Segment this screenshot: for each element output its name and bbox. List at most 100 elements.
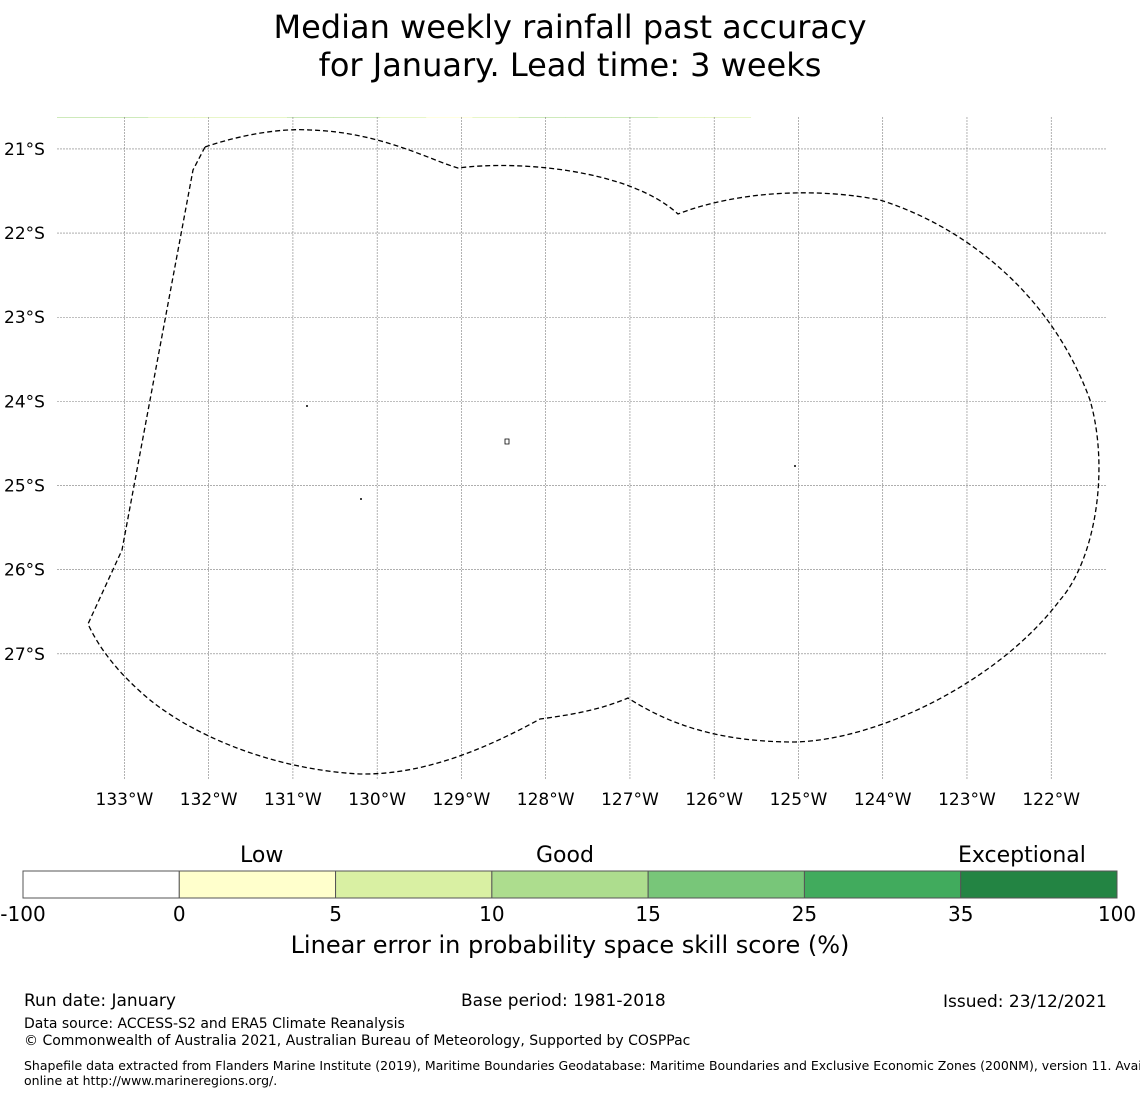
colorbar-word-low: Low [240,843,284,868]
colorbar-segment [960,870,1118,899]
longitude-label: 133°W [96,790,154,810]
grid-cell [101,117,149,118]
colorbar-tick-label: 100 [1097,902,1137,926]
longitude-label: 130°W [348,790,406,810]
grid-cell [102,0,149,25]
grid-cell [194,0,241,25]
latitude-label: 27°S [4,645,45,665]
grid-cell [518,117,566,118]
grid-cell [333,117,381,118]
grid-cell [657,117,705,118]
grid-cell [287,0,334,25]
grid-cell [240,117,288,118]
grid-cell [333,0,380,25]
grid-cell [704,0,751,25]
grid-cell [472,0,519,25]
longitude-label: 125°W [770,790,828,810]
data-source: Data source: ACCESS-S2 and ERA5 Climate … [24,1016,405,1032]
latitude-label: 24°S [4,392,45,412]
base-period: Base period: 1981-2018 [461,991,666,1011]
title-line-2: for January. Lead time: 3 weeks [318,46,822,84]
graticule [57,117,1106,780]
longitude-label: 131°W [264,790,322,810]
colorbar-tick-label: 10 [479,902,505,926]
colorbar-tick-label: 15 [635,902,661,926]
colorbar-label: Linear error in probability space skill … [290,931,850,959]
colorbar-segment [178,870,337,899]
colorbar-segment [803,870,962,899]
grid-cell [55,0,102,25]
grid-cell [472,24,519,71]
colorbar-tick-label: 5 [329,902,342,926]
grid-cell [379,117,427,118]
grid-cell [704,24,751,71]
longitude-label: 127°W [601,790,659,810]
grid-cell [472,117,520,118]
grid-cell [333,24,380,71]
map-panel: 21°S22°S23°S24°S25°S26°S27°S 133°W 132°W 1… [4,0,1106,810]
grid-cell [380,24,427,71]
grid-cell [704,117,752,118]
issued-date: Issued: 23/12/2021 [943,992,1107,1012]
longitude-label: 132°W [180,790,238,810]
longitude-label: 129°W [433,790,491,810]
grid-cell [426,117,473,118]
grid-cell [241,24,288,71]
longitude-label: 124°W [854,790,912,810]
grid-cell [519,24,566,71]
grid-cell [57,117,103,118]
colorbar-word-exceptional: Exceptional [958,843,1086,868]
latitude-label: 26°S [4,561,45,581]
grid-cell [565,117,613,118]
copyright: © Commonwealth of Australia 2021, Austra… [24,1033,691,1049]
grid-cell [148,24,195,71]
grid-cell [658,0,705,25]
grid-cell [611,0,658,25]
grid-cell [102,24,149,71]
latitude-label: 25°S [4,477,45,497]
shapefile-credit: Shapefile data extracted from Flanders M… [24,1058,1140,1088]
grid-cell [611,24,658,71]
grid-cell [55,24,102,71]
title-line-1: Median weekly rainfall past accuracy [273,8,867,46]
latitude-label: 22°S [4,224,45,244]
grid-cell [380,0,427,25]
grid-cell [287,24,334,71]
colorbar-tick-label: 0 [172,902,186,926]
eez-boundary [87,129,1100,775]
colorbar [22,870,1118,899]
colorbar-segment [647,870,805,899]
grid-cell [565,24,612,71]
grid-cell [426,0,473,25]
grid-cell [287,117,334,118]
grid-cell [519,0,566,25]
grid-cell [241,0,288,25]
longitude-label: 128°W [517,790,575,810]
latitude-label: 21°S [4,140,45,160]
grid-cell [194,24,241,71]
colorbar-segment [491,870,649,899]
grid-cell [148,0,195,25]
grid-cell [658,24,705,71]
colorbar-segment [22,870,180,899]
colorbar-tick-label: 25 [791,902,818,926]
run-date: Run date: January [24,991,176,1011]
longitude-label: 123°W [938,790,996,810]
longitude-label: 126°W [685,790,743,810]
shapefile-credit-line-2: online at http://www.marineregions.org/. [24,1073,278,1088]
latitude-label: 23°S [4,308,45,328]
chart-title: Median weekly rainfall past accuracy for… [0,8,1140,84]
latitude-labels: 21°S 22°S 23°S 24°S 25°S 26°S 27°S [4,140,45,665]
skill-score-grid [55,0,752,118]
shapefile-credit-line-1: Shapefile data extracted from Flanders M… [24,1058,1140,1073]
grid-cell [147,117,195,118]
grid-cell [565,0,612,25]
colorbar-tick-label: 35 [947,902,974,926]
longitude-labels: 133°W 132°W 131°W 130°W 129°W 128°W 127°W 126°W… [96,790,1081,810]
colorbar-segment [335,870,493,899]
colorbar-word-good: Good [536,843,594,868]
grid-cell [194,117,242,118]
grid-cell [426,24,473,71]
longitude-label: 122°W [1022,790,1080,810]
grid-cell [611,117,659,118]
